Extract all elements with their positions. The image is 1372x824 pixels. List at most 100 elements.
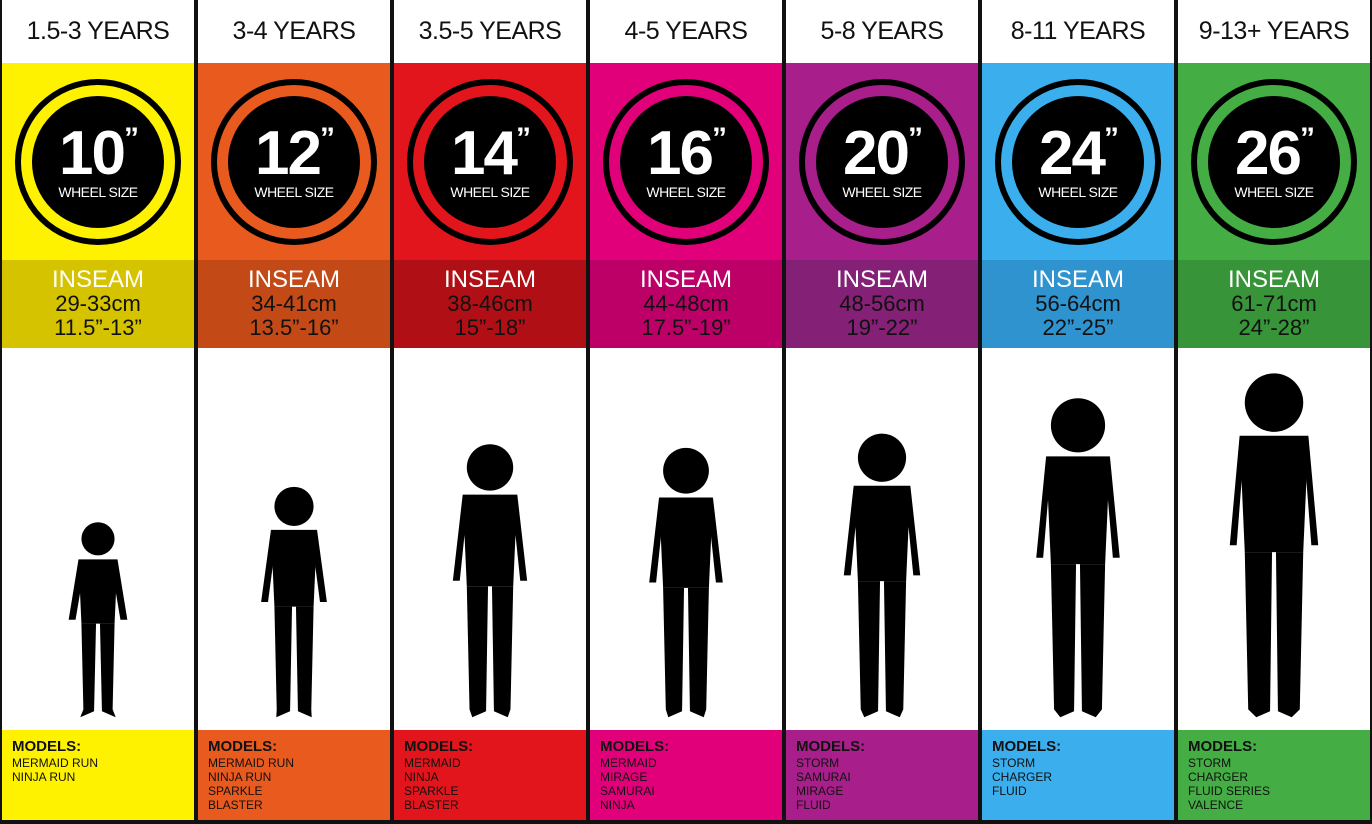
child-silhouette	[394, 348, 586, 730]
age-range: 4-5 YEARS	[624, 17, 748, 45]
wheel-size: 14	[451, 118, 518, 188]
age-range: 9-13+ YEARS	[1198, 17, 1350, 45]
model-name: VALENCE	[1188, 798, 1244, 812]
inseam-cm: 44-48cm	[643, 291, 729, 316]
models-label: MODELS:	[1188, 738, 1258, 755]
legs	[1244, 552, 1304, 718]
inseam-label: INSEAM	[247, 266, 340, 293]
inseam-band: INSEAM 34-41cm 13.5”-16”	[198, 260, 390, 348]
wheel-ring-icon: 24” WHEEL SIZE	[995, 78, 1161, 245]
wheel-size: 20	[843, 118, 910, 188]
inseam-band: INSEAM 61-71cm 24”-28”	[1178, 260, 1370, 348]
age-range: 3-4 YEARS	[232, 17, 356, 45]
model-name: NINJA RUN	[12, 770, 76, 784]
child-silhouette	[1178, 348, 1370, 730]
wheel-ring-icon: 26” WHEEL SIZE	[1191, 78, 1357, 245]
torso	[853, 485, 911, 582]
wheel-ring-icon: 12” WHEEL SIZE	[211, 78, 377, 245]
person-silhouette-icon	[843, 433, 921, 718]
inseam-inches: 22”-25”	[1042, 315, 1114, 340]
inseam-cm: 34-41cm	[251, 291, 337, 316]
wheel-ring-icon: 20” WHEEL SIZE	[799, 78, 965, 245]
age-range: 5-8 YEARS	[820, 17, 944, 45]
inseam-cm: 61-71cm	[1231, 291, 1317, 316]
wheel-size: 24	[1039, 118, 1106, 188]
wheel-ring-icon: 10” WHEEL SIZE	[15, 78, 181, 245]
wheel-badge: 24” WHEEL SIZE	[1012, 95, 1144, 228]
inseam-inches: 13.5”-16”	[249, 315, 339, 340]
wheel-size: 16	[647, 118, 714, 188]
inseam-label: INSEAM	[51, 266, 144, 293]
wheel-band: 14” WHEEL SIZE	[394, 63, 586, 260]
person-silhouette-icon	[649, 447, 723, 718]
models-label: MODELS:	[404, 738, 474, 755]
wheel-size-label: WHEEL SIZE	[842, 183, 922, 200]
arms	[68, 559, 128, 620]
models-box: MODELS: MERMAID NINJA SPARKLE BLASTER	[394, 730, 586, 820]
person-silhouette-icon	[452, 444, 528, 718]
model-name: MERMAID RUN	[208, 756, 294, 770]
head	[857, 433, 907, 482]
model-name: SPARKLE	[404, 784, 459, 798]
model-name: SAMURAI	[600, 784, 655, 798]
inseam-label: INSEAM	[1227, 266, 1320, 293]
size-column: 5-8 YEARS 20” WHEEL SIZE INSEAM 48-56cm …	[786, 0, 978, 820]
head	[81, 522, 115, 556]
wheel-badge: 26” WHEEL SIZE	[1208, 95, 1340, 228]
model-name: FLUID	[992, 784, 1027, 798]
wheel-badge: 10” WHEEL SIZE	[32, 95, 164, 228]
wheel-size-label: WHEEL SIZE	[58, 183, 138, 200]
child-silhouette	[2, 348, 194, 730]
wheel-band: 16” WHEEL SIZE	[590, 63, 782, 260]
model-name: SPARKLE	[208, 784, 263, 798]
size-column: 3-4 YEARS 12” WHEEL SIZE INSEAM 34-41cm …	[198, 0, 390, 820]
model-name: NINJA	[600, 798, 635, 812]
wheel-badge: 12” WHEEL SIZE	[228, 95, 360, 228]
inseam-inches: 19”-22”	[846, 315, 918, 340]
head	[1244, 373, 1304, 432]
wheel-size: 10	[59, 118, 126, 188]
wheel-band: 20” WHEEL SIZE	[786, 63, 978, 260]
age-range: 8-11 YEARS	[1010, 17, 1146, 45]
torso	[659, 497, 713, 588]
inseam-cm: 29-33cm	[55, 291, 141, 316]
inseam-label: INSEAM	[443, 266, 536, 293]
wheel-band: 10” WHEEL SIZE	[2, 63, 194, 260]
model-name: FLUID SERIES	[1188, 784, 1271, 798]
model-name: MIRAGE	[796, 784, 844, 798]
size-column: 8-11 YEARS 24” WHEEL SIZE INSEAM 56-64cm…	[982, 0, 1174, 820]
models-box: MODELS: MERMAID MIRAGE SAMURAI NINJA	[590, 730, 782, 820]
model-name: NINJA RUN	[208, 770, 272, 784]
inseam-band: INSEAM 38-46cm 15”-18”	[394, 260, 586, 348]
model-name: MIRAGE	[600, 770, 648, 784]
legs	[466, 586, 514, 718]
size-column: 9-13+ YEARS 26” WHEEL SIZE INSEAM 61-71c…	[1178, 0, 1370, 820]
arms	[649, 497, 723, 583]
models-box: MODELS: STORM CHARGER FLUID SERIES VALENCE	[1178, 730, 1370, 820]
age-range: 3.5-5 YEARS	[418, 17, 562, 45]
child-silhouette	[786, 348, 978, 730]
models-box: MODELS: STORM SAMURAI MIRAGE FLUID	[786, 730, 978, 820]
models-label: MODELS:	[208, 738, 278, 755]
inseam-cm: 56-64cm	[1035, 291, 1121, 316]
person-silhouette-icon	[1229, 373, 1319, 718]
models-box: MODELS: MERMAID RUN NINJA RUN	[2, 730, 194, 820]
head	[466, 444, 514, 491]
inseam-inches: 11.5”-13”	[54, 315, 142, 340]
model-name: STORM	[1188, 756, 1232, 770]
model-name: MERMAID	[404, 756, 461, 770]
models-label: MODELS:	[600, 738, 670, 755]
wheel-badge: 16” WHEEL SIZE	[620, 95, 752, 228]
child-silhouette	[590, 348, 782, 730]
inseam-label: INSEAM	[835, 266, 928, 293]
size-column: 4-5 YEARS 16” WHEEL SIZE INSEAM 44-48cm …	[590, 0, 782, 820]
models-label: MODELS:	[992, 738, 1062, 755]
legs	[80, 623, 116, 718]
models-label: MODELS:	[12, 738, 82, 755]
inseam-inches: 15”-18”	[454, 315, 526, 340]
model-name: STORM	[992, 756, 1036, 770]
inseam-band: INSEAM 56-64cm 22”-25”	[982, 260, 1174, 348]
person-silhouette-icon	[68, 522, 128, 718]
model-name: CHARGER	[1188, 770, 1249, 784]
